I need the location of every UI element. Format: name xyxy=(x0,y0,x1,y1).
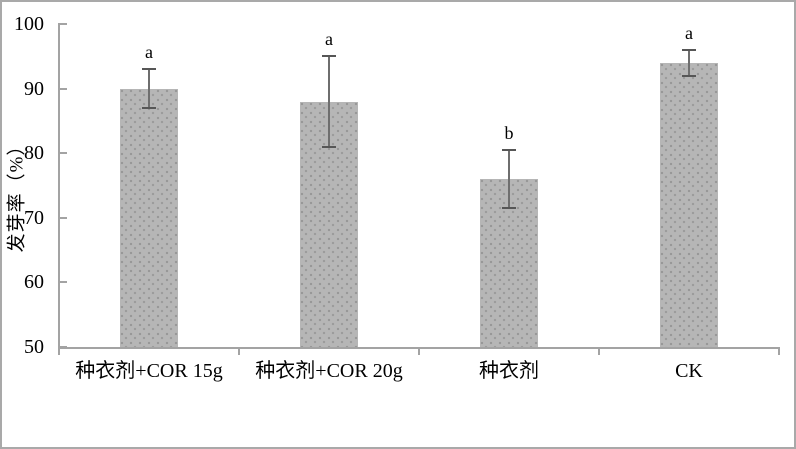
error-bar-cap-top xyxy=(502,148,516,151)
error-bar-cap-bottom xyxy=(682,74,696,77)
x-tick-mark xyxy=(598,347,600,355)
bar xyxy=(480,179,538,347)
y-tick-mark xyxy=(59,152,67,155)
x-tick-mark xyxy=(238,347,240,355)
error-bar-line xyxy=(148,69,150,108)
x-category-label: 种衣剂 xyxy=(479,360,539,382)
y-tick-mark xyxy=(59,346,67,348)
significance-letter: a xyxy=(685,22,693,43)
x-category-label: 种衣剂+COR 15g xyxy=(75,360,223,382)
x-tick-mark xyxy=(778,347,780,355)
error-bar-cap-bottom xyxy=(142,106,156,109)
y-tick-mark xyxy=(59,281,67,284)
error-bar-line xyxy=(328,56,330,147)
significance-letter: b xyxy=(504,122,514,143)
x-tick-mark xyxy=(58,347,60,355)
error-bar-line xyxy=(508,149,510,209)
x-category-label: 种衣剂+COR 20g xyxy=(255,360,403,382)
bar xyxy=(660,62,718,347)
y-tick-label: 90 xyxy=(24,77,44,100)
x-category-label: CK xyxy=(675,360,703,382)
y-tick-label: 50 xyxy=(24,336,44,358)
y-tick-label: 100 xyxy=(14,13,44,35)
error-bar-line xyxy=(688,49,690,76)
x-tick-mark xyxy=(418,347,420,355)
y-tick-label: 70 xyxy=(24,206,44,229)
y-tick-mark xyxy=(59,23,67,25)
significance-letter: a xyxy=(145,42,153,63)
y-tick-mark xyxy=(59,216,67,219)
error-bar-cap-top xyxy=(142,68,156,71)
bar xyxy=(120,88,178,347)
y-tick-label: 80 xyxy=(24,142,44,165)
error-bar-cap-bottom xyxy=(502,207,516,210)
y-axis-line xyxy=(58,23,60,349)
y-tick-label: 60 xyxy=(24,271,44,294)
significance-letter: a xyxy=(325,29,333,50)
y-tick-mark xyxy=(59,87,67,90)
error-bar-cap-top xyxy=(322,55,336,58)
error-bar-cap-bottom xyxy=(322,145,336,148)
error-bar-cap-top xyxy=(682,48,696,51)
